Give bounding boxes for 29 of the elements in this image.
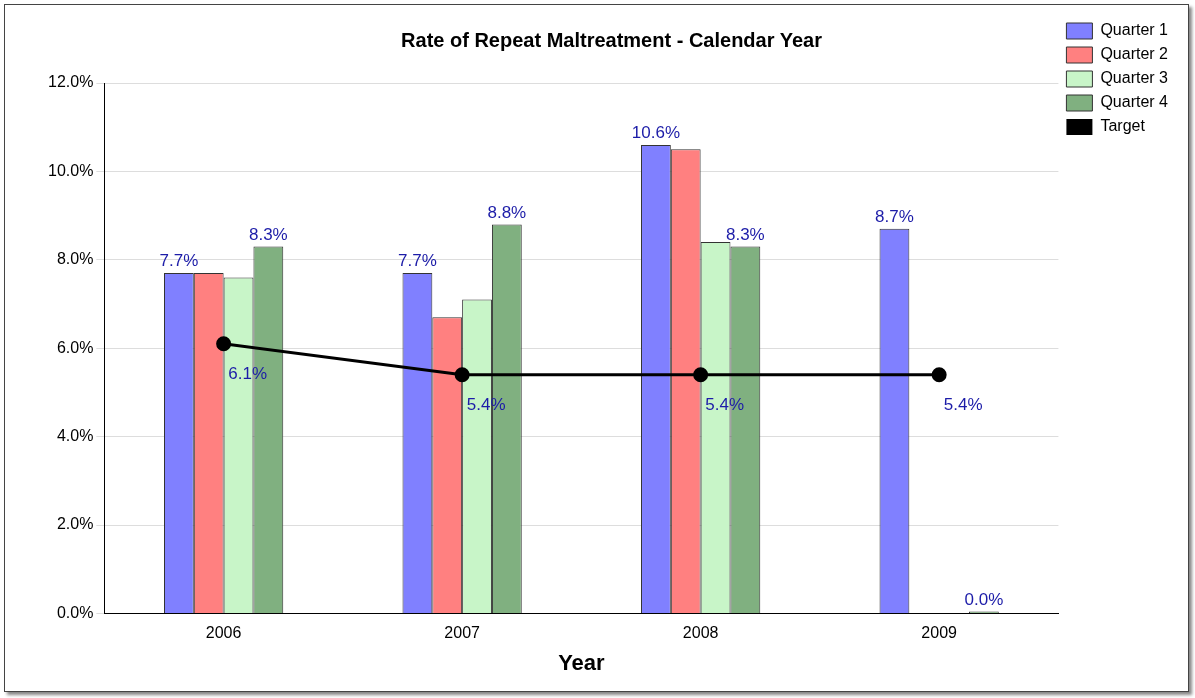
data-label: 8.8%: [487, 202, 527, 222]
legend-label: Quarter 4: [1100, 93, 1169, 111]
data-label: 8.3%: [725, 224, 765, 244]
legend-label: Quarter 3: [1100, 69, 1169, 87]
legend-label: Quarter 2: [1100, 45, 1169, 63]
legend-label: Quarter 1: [1100, 21, 1169, 39]
data-label: 7.7%: [398, 251, 437, 271]
data-label: 5.4%: [943, 394, 983, 414]
y-tick-label: 2.0%: [56, 515, 94, 533]
data-label: 8.3%: [248, 224, 288, 244]
x-tick-label: 2007: [444, 624, 481, 642]
data-label: 6.1%: [228, 363, 267, 383]
data-label: 7.7%: [159, 251, 199, 271]
chart-title: Rate of Repeat Maltreatment - Calendar Year: [401, 28, 823, 51]
y-tick-label: 10.0%: [47, 161, 94, 179]
data-label: 10.6%: [631, 123, 681, 143]
y-tick-label: 12.0%: [47, 73, 94, 91]
y-tick-label: 4.0%: [56, 427, 94, 445]
y-tick-label: 8.0%: [56, 250, 94, 268]
y-tick-label: 6.0%: [56, 338, 94, 356]
y-tick-label: 0.0%: [56, 603, 94, 621]
x-tick-label: 2008: [682, 624, 719, 642]
data-label: 5.4%: [705, 394, 745, 414]
data-label: 8.7%: [875, 207, 914, 227]
x-axis-title: Year: [558, 649, 606, 675]
legend-label: Target: [1100, 117, 1146, 135]
x-tick-label: 2006: [205, 624, 242, 642]
data-label: 0.0%: [964, 589, 1004, 609]
x-tick-label: 2009: [921, 624, 958, 642]
